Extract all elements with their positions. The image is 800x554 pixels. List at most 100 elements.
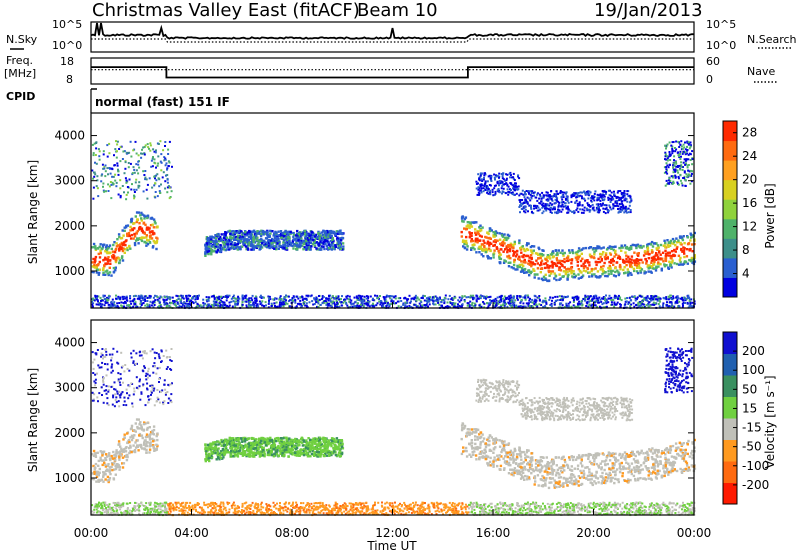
scatter-cell [667, 298, 670, 301]
scatter-cell [474, 305, 477, 308]
scatter-cell [283, 297, 286, 300]
scatter-cell [456, 305, 459, 308]
scatter-cell [620, 246, 623, 249]
scatter-cell [180, 302, 183, 305]
scatter-cell [429, 296, 432, 299]
scatter-cell [129, 237, 133, 240]
scatter-cell [547, 270, 551, 273]
scatter-cell [454, 302, 457, 305]
scatter-cell [495, 304, 498, 307]
scatter-cell [559, 306, 562, 309]
scatter-cell [151, 233, 155, 236]
scatter-cell [530, 196, 533, 199]
scatter-cell [114, 173, 117, 176]
scatter-cell [616, 301, 619, 304]
scatter-cell [614, 249, 617, 253]
scatter-cell [592, 256, 595, 259]
scatter-cell [511, 303, 514, 306]
scatter-cell [252, 230, 255, 233]
scatter-cell [571, 297, 574, 299]
scatter-cell [550, 198, 553, 201]
scatter-cell [264, 242, 267, 246]
scatter-cell [601, 268, 604, 271]
scatter-cell [137, 211, 140, 214]
scatter-cell [569, 301, 572, 304]
scatter-cell [223, 234, 226, 238]
scatter-cell [598, 296, 601, 299]
scatter-cell [607, 209, 610, 212]
scatter-cell [106, 269, 109, 272]
scatter-cell [423, 304, 426, 306]
scatter-cell [259, 303, 262, 306]
scatter-cell [479, 175, 482, 178]
scatter-cell [267, 306, 270, 309]
scatter-cell [378, 300, 381, 303]
scatter-cell [668, 244, 672, 247]
scatter-cell [620, 196, 623, 199]
scatter-cell [558, 295, 561, 298]
scatter-cell [236, 303, 239, 306]
scatter-cell [110, 274, 113, 277]
scatter-cell [311, 231, 314, 234]
scatter-cell [217, 235, 220, 238]
scatter-cell [273, 233, 276, 237]
scatter-cell [171, 296, 174, 299]
scatter-cell [223, 248, 226, 251]
scatter-cell [689, 302, 692, 305]
scatter-cell [128, 151, 131, 154]
scatter-cell [678, 235, 682, 238]
scatter-cell [490, 242, 493, 245]
scatter-cell [365, 295, 368, 298]
scatter-cell [580, 302, 583, 305]
scatter-cell [635, 261, 638, 264]
scatter-cell [616, 200, 619, 202]
scatter-cell [340, 298, 342, 301]
scatter-cell [490, 229, 493, 232]
scatter-cell [571, 250, 574, 254]
scatter-cell [466, 224, 470, 227]
scatter-cell [106, 257, 110, 260]
scatter-cell [629, 196, 632, 199]
scatter-cell [167, 297, 170, 300]
scatter-cell [444, 294, 447, 297]
scatter-cell [507, 193, 510, 196]
scatter-cell [513, 295, 516, 298]
scatter-cell [100, 180, 103, 183]
scatter-cell [570, 259, 574, 262]
scatter-cell [593, 297, 596, 300]
scatter-cell [468, 235, 471, 239]
freq-unit-label: [MHz] [4, 67, 36, 80]
scatter-cell [524, 208, 527, 211]
scatter-cell [681, 299, 684, 302]
scatter-cell [262, 233, 265, 236]
scatter-cell [621, 209, 624, 212]
scatter-cell [664, 254, 667, 258]
scatter-cell [204, 251, 207, 254]
scatter-cell [637, 254, 640, 257]
scatter-cell [521, 245, 524, 248]
scatter-cell [539, 193, 541, 196]
scatter-cell [659, 257, 662, 260]
scatter-cell [526, 294, 529, 297]
scatter-cell [139, 302, 142, 305]
scatter-cell [350, 303, 353, 306]
scatter-cell [533, 303, 536, 306]
scatter-cell [477, 182, 479, 185]
scatter-cell [133, 232, 136, 236]
scatter-cell [255, 300, 258, 303]
scatter-cell [501, 235, 505, 238]
scatter-cell [656, 258, 660, 261]
scatter-cell [570, 196, 573, 199]
scatter-cell [123, 248, 127, 251]
scatter-cell [169, 296, 172, 299]
scatter-cell [584, 199, 587, 202]
scatter-cell [443, 302, 446, 305]
scatter-cell [297, 245, 300, 248]
scatter-cell [522, 247, 525, 251]
scatter-cell [668, 251, 671, 254]
scatter-cell [512, 172, 515, 175]
scatter-cell [210, 250, 213, 253]
scatter-cell [508, 234, 511, 238]
scatter-cell [382, 296, 385, 298]
scatter-cell [619, 268, 622, 271]
